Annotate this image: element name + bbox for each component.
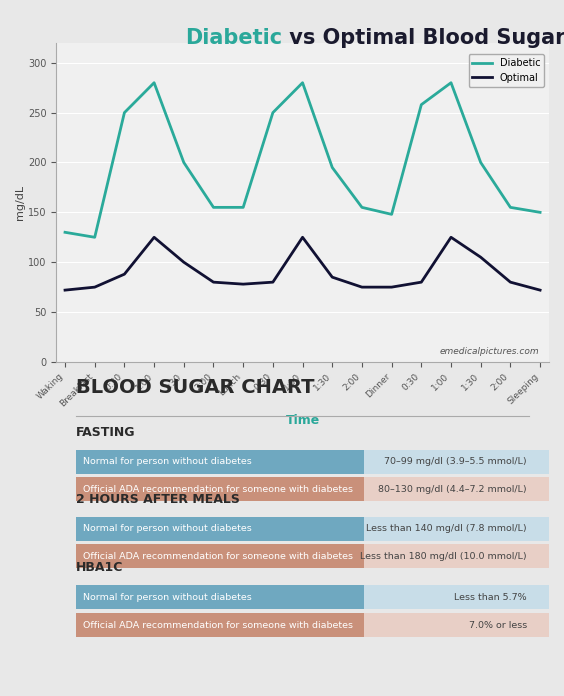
Text: Official ADA recommendation for someone with diabetes: Official ADA recommendation for someone … [83, 485, 353, 494]
Bar [364, 585, 549, 609]
Text: Less than 140 mg/dl (7.8 mmol/L): Less than 140 mg/dl (7.8 mmol/L) [366, 524, 527, 533]
Bar [76, 516, 364, 541]
Text: emedicalpictures.com: emedicalpictures.com [439, 347, 539, 356]
Text: Normal for person without diabetes: Normal for person without diabetes [83, 524, 252, 533]
Text: 80–130 mg/dl (4.4–7.2 mmol/L): 80–130 mg/dl (4.4–7.2 mmol/L) [378, 485, 527, 494]
Bar [76, 585, 364, 609]
Text: HBA1C: HBA1C [76, 562, 123, 574]
Text: Less than 180 mg/dl (10.0 mmol/L): Less than 180 mg/dl (10.0 mmol/L) [360, 552, 527, 561]
Text: Official ADA recommendation for someone with diabetes: Official ADA recommendation for someone … [83, 621, 353, 629]
Text: Normal for person without diabetes: Normal for person without diabetes [83, 457, 252, 466]
Bar [76, 613, 364, 637]
Text: 7.0% or less: 7.0% or less [469, 621, 527, 629]
Bar [364, 450, 549, 473]
Bar [76, 544, 364, 569]
Text: BLOOD SUGAR CHART: BLOOD SUGAR CHART [76, 378, 314, 397]
Text: 2 HOURS AFTER MEALS: 2 HOURS AFTER MEALS [76, 493, 240, 506]
X-axis label: Time: Time [285, 414, 320, 427]
Bar [364, 477, 549, 501]
Text: Official ADA recommendation for someone with diabetes: Official ADA recommendation for someone … [83, 552, 353, 561]
Bar [364, 544, 549, 569]
Bar [364, 516, 549, 541]
Bar [76, 450, 364, 473]
Text: 70–99 mg/dl (3.9–5.5 mmol/L): 70–99 mg/dl (3.9–5.5 mmol/L) [384, 457, 527, 466]
Y-axis label: mg/dL: mg/dL [15, 185, 25, 220]
Text: Less than 5.7%: Less than 5.7% [454, 593, 527, 602]
Legend: Diabetic, Optimal: Diabetic, Optimal [469, 54, 544, 87]
Bar [76, 477, 364, 501]
Text: Normal for person without diabetes: Normal for person without diabetes [83, 593, 252, 602]
Text: vs Optimal Blood Sugar Levels: vs Optimal Blood Sugar Levels [282, 29, 564, 48]
Bar [364, 613, 549, 637]
Text: Diabetic: Diabetic [185, 29, 282, 48]
Text: FASTING: FASTING [76, 426, 135, 438]
